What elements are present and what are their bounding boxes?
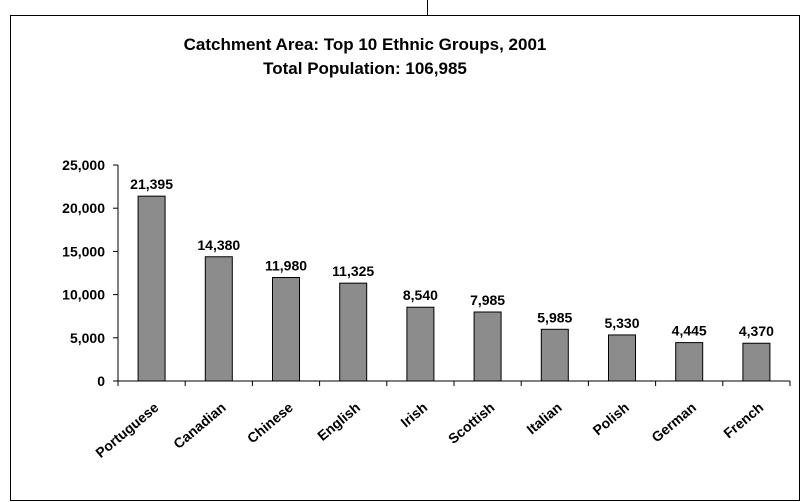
data-label: 4,445 (672, 323, 707, 339)
category-label: Canadian (170, 399, 229, 452)
data-label: 5,985 (537, 309, 572, 325)
y-tick-label: 15,000 (62, 243, 105, 259)
chart-subtitle: Total Population: 106,985 (263, 59, 467, 78)
bar (742, 342, 771, 382)
y-tick-label: 10,000 (62, 287, 105, 303)
bar (339, 282, 368, 382)
category-label: Portuguese (92, 399, 161, 461)
bar (137, 195, 166, 382)
bar (540, 328, 569, 382)
bar (473, 311, 502, 382)
data-label: 21,395 (130, 176, 173, 192)
y-tick-label: 5,000 (70, 330, 105, 346)
bar (406, 306, 435, 382)
bar (675, 342, 704, 382)
category-label: Italian (523, 399, 564, 437)
chart-title-block: Catchment Area: Top 10 Ethnic Groups, 20… (0, 33, 730, 81)
bar (204, 256, 233, 382)
category-label: Polish (589, 399, 631, 438)
y-tick-label: 20,000 (62, 200, 105, 216)
category-label: Irish (397, 399, 430, 430)
data-label: 11,325 (332, 263, 374, 279)
frame-connector-line (427, 0, 428, 15)
chart-title: Catchment Area: Top 10 Ethnic Groups, 20… (183, 35, 547, 54)
bar (608, 334, 636, 382)
category-label: French (720, 399, 766, 441)
y-tick-label: 0 (97, 373, 105, 389)
bar (272, 276, 300, 382)
data-label: 8,540 (403, 287, 438, 303)
category-label: Scottish (445, 399, 498, 447)
data-label: 5,330 (604, 315, 639, 331)
data-label: 7,985 (470, 292, 505, 308)
category-label: German (648, 399, 699, 445)
data-label: 11,980 (265, 257, 307, 273)
data-label: 4,370 (739, 323, 774, 339)
data-label: 14,380 (197, 237, 240, 253)
y-tick-label: 25,000 (62, 157, 105, 173)
category-label: Chinese (244, 399, 296, 446)
category-label: English (314, 399, 363, 444)
